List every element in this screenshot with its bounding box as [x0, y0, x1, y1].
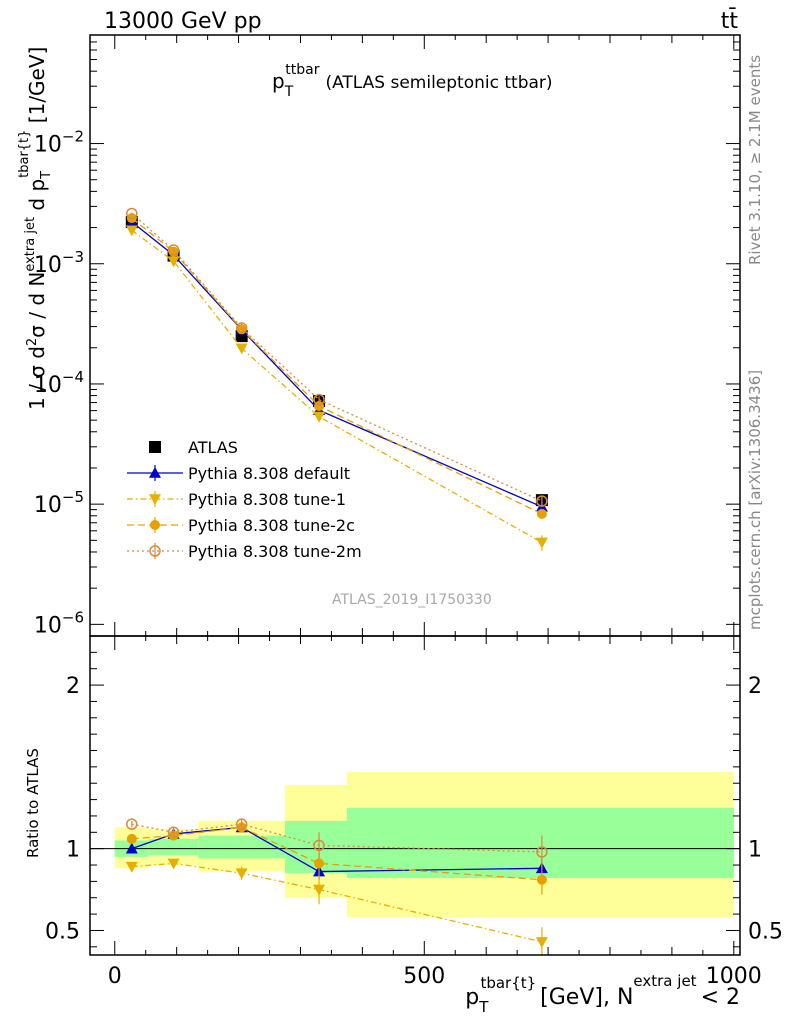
data-point-tune1-1: [167, 256, 180, 268]
data-point-tune1-2: [235, 868, 248, 880]
y-tick-label: 10−2: [34, 128, 84, 158]
data-point-tune2m-1: [167, 826, 180, 839]
data-point-tune1-3: [313, 411, 326, 423]
legend-marker-tune2m: [149, 545, 161, 557]
ratio-uncertainty-bands: [90, 771, 740, 918]
legend: ATLAS Pythia 8.308 default Pythia 8.308 tu…: [127, 438, 362, 561]
data-point-tune1-0: [125, 861, 138, 873]
data-point-tune2m-0: [126, 818, 138, 830]
legend-marker-default: [149, 467, 161, 478]
main-title: pTttbar(ATLAS semileptonic ttbar): [272, 62, 553, 100]
data-point-tune2m-3: [313, 839, 325, 852]
rivet-label: Rivet 3.1.10, ≥ 2.1M events: [746, 55, 764, 265]
analysis-id: ATLAS_2019_I1750330: [332, 592, 492, 608]
data-point-tune1-4: [535, 937, 548, 948]
legend-marker-data: [149, 441, 161, 453]
ratio-y-tick-label-right: 1: [748, 838, 762, 863]
x-tick-label: 0: [108, 964, 122, 989]
data-point-tune2m-0: [126, 207, 138, 220]
data-point-tune2m-2: [235, 818, 248, 830]
energy-label: 13000 GeV pp: [104, 9, 262, 34]
y-tick-label: 10−6: [34, 608, 84, 638]
legend-marker-tune1: [149, 494, 161, 505]
y-tick-label: 10−3: [34, 248, 84, 278]
legend-label-tune1: Pythia 8.308 tune-1: [188, 490, 346, 509]
data-point-tune2c-0: [126, 833, 137, 844]
data-point-tune2c-4: [536, 508, 547, 519]
legend-label-data: ATLAS: [188, 438, 238, 457]
main-ylabel: 1 / σ d2σ / d Nextra jet d pTtbar{t} [1/…: [17, 47, 54, 410]
data-point-tune2m-2: [235, 322, 248, 334]
x-tick-label: 500: [403, 964, 445, 989]
data-point-tune2m-3: [313, 393, 325, 406]
data-point-tune1-1: [167, 858, 180, 870]
data-point-tune1-2: [235, 343, 248, 355]
ratio-xlabel: pTtbar{t}[GeV], Nextra jet< 2: [465, 972, 740, 1016]
ratio-y-tick-label: 1: [66, 838, 80, 863]
ratio-y-tick-label-right: 0.5: [748, 919, 783, 944]
x-tick-label: 1000: [706, 964, 762, 989]
band-inner-2: [198, 835, 285, 859]
data-point-tune2c-3: [314, 858, 325, 869]
process-label: tt̄: [721, 8, 739, 34]
y-tick-label: 10−5: [34, 488, 84, 518]
mcplots-label: mcplots.cern.ch [arXiv:1306.3436]: [746, 370, 764, 630]
legend-label-tune2m: Pythia 8.308 tune-2m: [188, 542, 362, 561]
ratio-y-tick-label-right: 2: [748, 674, 762, 699]
y-tick-label: 10−4: [34, 368, 84, 398]
data-point-tune1-3: [313, 884, 326, 896]
legend-label-default: Pythia 8.308 default: [188, 464, 350, 483]
ratio-y-tick-label: 0.5: [45, 919, 80, 944]
data-point-tune2m-4: [536, 495, 548, 507]
legend-label-tune2c: Pythia 8.308 tune-2c: [188, 516, 355, 535]
series-line-tune2m: [131, 212, 543, 502]
ratio-ylabel: Ratio to ATLAS: [24, 748, 42, 858]
data-point-tune1-4: [535, 537, 548, 549]
ratio-panel-series: [125, 818, 548, 955]
data-point-tune2m-1: [167, 244, 180, 256]
band-inner-1: [148, 838, 199, 856]
axes: 0 500 1000 10−6 10−5 10−4 10−3 10−2 0.5 0.5 1 1 2 2: [34, 34, 783, 989]
data-point-default-0: [125, 842, 138, 854]
data-point-tune2m-4: [536, 846, 548, 858]
data-point-tune2c-4: [536, 874, 547, 885]
main-panel-series: [125, 207, 548, 551]
ratio-frame: [89, 635, 741, 956]
legend-marker-tune2c: [150, 520, 160, 530]
data-point-tune1-0: [125, 225, 138, 237]
ratio-y-tick-label: 2: [66, 674, 80, 699]
